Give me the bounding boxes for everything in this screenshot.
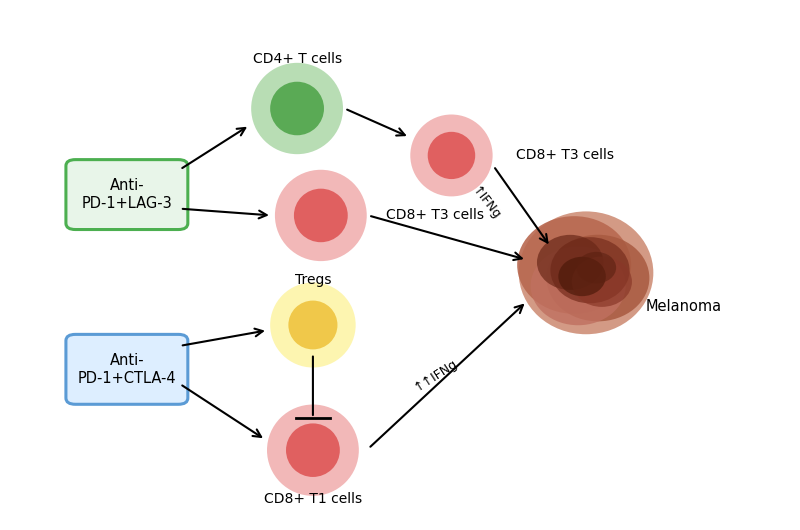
Text: CD8+ T3 cells: CD8+ T3 cells <box>386 208 484 223</box>
Text: ↑↑IFNg: ↑↑IFNg <box>411 357 460 394</box>
Text: Melanoma: Melanoma <box>646 299 722 314</box>
Text: Anti-
PD-1+LAG-3: Anti- PD-1+LAG-3 <box>82 179 172 211</box>
Ellipse shape <box>546 235 650 321</box>
Ellipse shape <box>270 282 356 367</box>
Ellipse shape <box>558 257 606 296</box>
Text: CD8+ T3 cells: CD8+ T3 cells <box>516 148 614 163</box>
Text: CD4+ T cells: CD4+ T cells <box>253 52 342 66</box>
Ellipse shape <box>270 82 324 135</box>
Ellipse shape <box>410 114 493 197</box>
Text: CD8+ T1 cells: CD8+ T1 cells <box>264 492 362 506</box>
Ellipse shape <box>517 216 631 314</box>
Text: Tregs: Tregs <box>294 273 331 287</box>
Ellipse shape <box>288 301 338 349</box>
Ellipse shape <box>518 211 654 334</box>
Ellipse shape <box>267 404 359 496</box>
Text: Anti-
PD-1+CTLA-4: Anti- PD-1+CTLA-4 <box>78 353 176 385</box>
FancyBboxPatch shape <box>66 160 188 229</box>
FancyBboxPatch shape <box>66 334 188 404</box>
Text: ↑IFNg: ↑IFNg <box>469 184 502 223</box>
Ellipse shape <box>251 63 343 154</box>
Ellipse shape <box>428 132 475 179</box>
Ellipse shape <box>275 170 366 261</box>
Ellipse shape <box>286 423 340 477</box>
Ellipse shape <box>530 246 626 325</box>
Ellipse shape <box>577 252 616 284</box>
Ellipse shape <box>572 257 632 307</box>
Ellipse shape <box>537 235 603 290</box>
Ellipse shape <box>294 189 348 242</box>
Ellipse shape <box>550 237 630 303</box>
